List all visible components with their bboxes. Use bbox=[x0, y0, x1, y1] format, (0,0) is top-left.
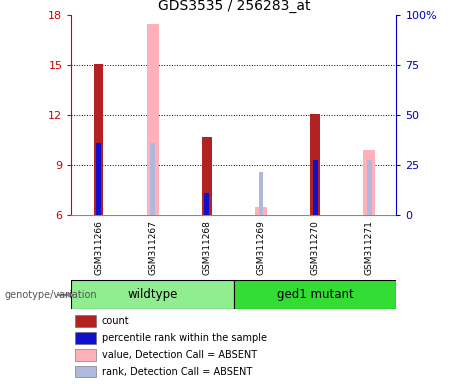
Text: GSM311266: GSM311266 bbox=[94, 220, 103, 275]
Bar bbox=[71, 280, 234, 309]
Text: GSM311269: GSM311269 bbox=[256, 220, 266, 275]
Text: GSM311268: GSM311268 bbox=[202, 220, 212, 275]
Text: GSM311271: GSM311271 bbox=[365, 220, 374, 275]
Text: ged1 mutant: ged1 mutant bbox=[277, 288, 354, 301]
Title: GDS3535 / 256283_at: GDS3535 / 256283_at bbox=[158, 0, 310, 13]
Bar bbox=[75, 366, 96, 377]
Bar bbox=[94, 64, 103, 215]
Bar bbox=[75, 349, 96, 361]
Bar bbox=[204, 194, 209, 215]
Bar bbox=[255, 207, 267, 215]
Text: rank, Detection Call = ABSENT: rank, Detection Call = ABSENT bbox=[102, 367, 252, 377]
Text: genotype/variation: genotype/variation bbox=[5, 290, 97, 300]
Bar bbox=[150, 144, 155, 215]
Bar bbox=[259, 172, 264, 215]
Bar bbox=[75, 315, 96, 327]
Bar bbox=[363, 150, 375, 215]
Bar bbox=[313, 160, 318, 215]
Bar bbox=[310, 114, 320, 215]
Bar bbox=[313, 160, 318, 215]
Text: wildtype: wildtype bbox=[128, 288, 178, 301]
Text: value, Detection Call = ABSENT: value, Detection Call = ABSENT bbox=[102, 350, 257, 360]
Bar bbox=[75, 332, 96, 344]
Text: GSM311270: GSM311270 bbox=[311, 220, 320, 275]
Bar bbox=[96, 144, 101, 215]
Text: GSM311267: GSM311267 bbox=[148, 220, 157, 275]
Bar bbox=[367, 160, 372, 215]
Text: count: count bbox=[102, 316, 130, 326]
Bar bbox=[234, 280, 396, 309]
Bar bbox=[204, 194, 209, 215]
Text: percentile rank within the sample: percentile rank within the sample bbox=[102, 333, 267, 343]
Bar bbox=[147, 24, 159, 215]
Bar bbox=[202, 137, 212, 215]
